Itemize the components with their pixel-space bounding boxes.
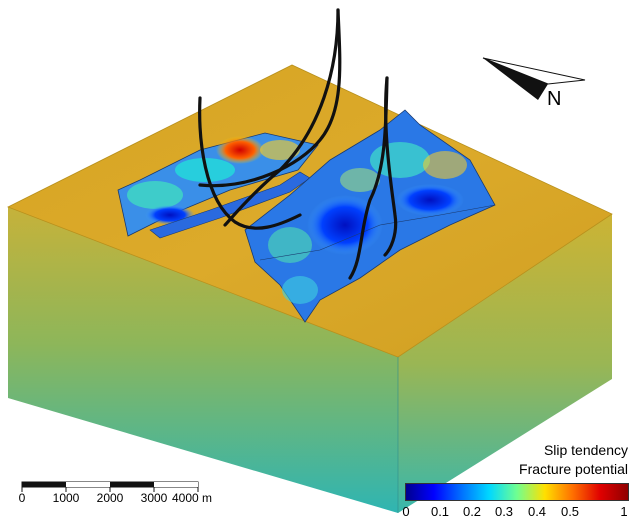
scale-bar-tick: 4000 m [171,491,213,505]
north-arrow-icon [482,57,586,100]
scale-bar-tick: 1000 [52,491,80,505]
north-label: N [547,88,562,110]
fault-surface-right [244,109,496,323]
colorbar-tick: 0 [402,504,410,519]
colorbar [405,483,629,501]
well-3 [198,96,302,230]
colorbar-tick: 0.2 [462,504,482,519]
block-right-face [398,214,612,513]
colorbar-tick: 1 [620,504,628,519]
scale-bar-tick: 3000 [140,491,168,505]
well-2 [223,8,340,227]
colorbar-tick: 0.3 [494,504,514,519]
scale-bar [21,481,199,492]
scale-bar-tick: 2000 [96,491,124,505]
block-left-face [8,207,398,513]
colorbar-tick: 0.4 [527,504,547,519]
scale-bar-tick: 0 [18,491,26,505]
colorbar-tick: 0.5 [560,504,580,519]
well-1 [198,8,342,188]
well-5 [383,76,398,257]
legend-title-slip: Slip tendency [543,442,628,458]
well-trajectories [198,8,398,280]
colorbar-tick: 0.1 [430,504,450,519]
legend-title-fracture: Fracture potential [519,461,628,477]
